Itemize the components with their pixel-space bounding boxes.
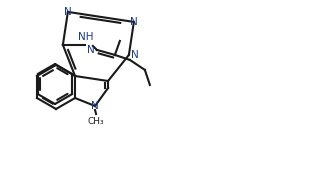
Text: CH₃: CH₃ [88, 117, 104, 126]
Text: N: N [130, 17, 138, 27]
Text: N: N [91, 101, 99, 111]
Text: N: N [64, 7, 72, 17]
Text: N: N [131, 50, 139, 60]
Text: NH: NH [78, 32, 94, 42]
Text: N: N [87, 45, 95, 55]
